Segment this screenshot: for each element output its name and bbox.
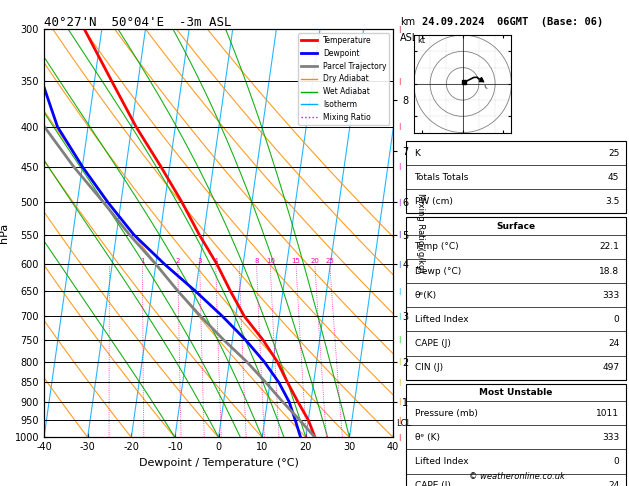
Text: |: |	[398, 231, 401, 238]
Text: Pressure (mb): Pressure (mb)	[415, 409, 477, 418]
Text: |: |	[398, 434, 401, 441]
Text: |: |	[398, 199, 401, 206]
Text: Lifted Index: Lifted Index	[415, 315, 468, 324]
Text: Lifted Index: Lifted Index	[415, 457, 468, 466]
Text: |: |	[398, 78, 401, 85]
Text: 333: 333	[602, 433, 619, 442]
Text: 45: 45	[608, 173, 619, 182]
Text: km: km	[400, 17, 415, 27]
Text: 24: 24	[608, 339, 619, 348]
Text: 8: 8	[254, 258, 259, 264]
Text: 40°27'N  50°04'E  -3m ASL: 40°27'N 50°04'E -3m ASL	[44, 16, 231, 29]
Text: Most Unstable: Most Unstable	[479, 388, 552, 397]
Text: 0: 0	[613, 457, 619, 466]
Legend: Temperature, Dewpoint, Parcel Trajectory, Dry Adiabat, Wet Adiabat, Isotherm, Mi: Temperature, Dewpoint, Parcel Trajectory…	[298, 33, 389, 125]
Text: kt: kt	[417, 36, 425, 45]
Text: 20: 20	[311, 258, 320, 264]
Text: |: |	[398, 260, 401, 268]
Text: 22.1: 22.1	[599, 243, 619, 251]
Text: |: |	[398, 398, 401, 405]
Text: Dewp (°C): Dewp (°C)	[415, 266, 461, 276]
Text: |: |	[398, 26, 401, 33]
Text: PW (cm): PW (cm)	[415, 197, 452, 206]
Text: θᵉ (K): θᵉ (K)	[415, 433, 440, 442]
Text: 1011: 1011	[596, 409, 619, 418]
Text: |: |	[398, 417, 401, 423]
Text: 3: 3	[198, 258, 202, 264]
Text: K: K	[415, 149, 420, 157]
Text: 4: 4	[214, 258, 218, 264]
Text: © weatheronline.co.uk: © weatheronline.co.uk	[469, 472, 565, 481]
Text: 15: 15	[292, 258, 301, 264]
Text: Surface: Surface	[496, 222, 535, 231]
Text: 25: 25	[325, 258, 334, 264]
Text: Temp (°C): Temp (°C)	[415, 243, 459, 251]
Text: LCL: LCL	[397, 419, 412, 428]
Text: 3.5: 3.5	[605, 197, 619, 206]
Text: 2: 2	[175, 258, 180, 264]
Text: |: |	[398, 163, 401, 170]
Text: |: |	[398, 336, 401, 343]
Text: Totals Totals: Totals Totals	[415, 173, 469, 182]
Text: 24.09.2024  06GMT  (Base: 06): 24.09.2024 06GMT (Base: 06)	[422, 17, 603, 27]
Text: 24: 24	[608, 481, 619, 486]
Text: 25: 25	[608, 149, 619, 157]
Text: 18.8: 18.8	[599, 266, 619, 276]
Text: |: |	[398, 379, 401, 386]
Text: 333: 333	[602, 291, 619, 300]
Text: 497: 497	[602, 363, 619, 372]
Text: 0: 0	[613, 315, 619, 324]
Text: 1: 1	[140, 258, 145, 264]
Text: θᵉ(K): θᵉ(K)	[415, 291, 437, 300]
Text: CIN (J): CIN (J)	[415, 363, 443, 372]
Y-axis label: hPa: hPa	[0, 223, 9, 243]
Text: |: |	[398, 358, 401, 365]
X-axis label: Dewpoint / Temperature (°C): Dewpoint / Temperature (°C)	[138, 458, 299, 468]
Text: |: |	[398, 123, 401, 130]
Text: CAPE (J): CAPE (J)	[415, 481, 450, 486]
Y-axis label: Mixing Ratio (g/kg): Mixing Ratio (g/kg)	[416, 193, 425, 273]
Text: |: |	[398, 288, 401, 295]
Text: 10: 10	[266, 258, 275, 264]
Text: |: |	[398, 313, 401, 320]
Text: ASL: ASL	[400, 34, 418, 43]
Text: CAPE (J): CAPE (J)	[415, 339, 450, 348]
